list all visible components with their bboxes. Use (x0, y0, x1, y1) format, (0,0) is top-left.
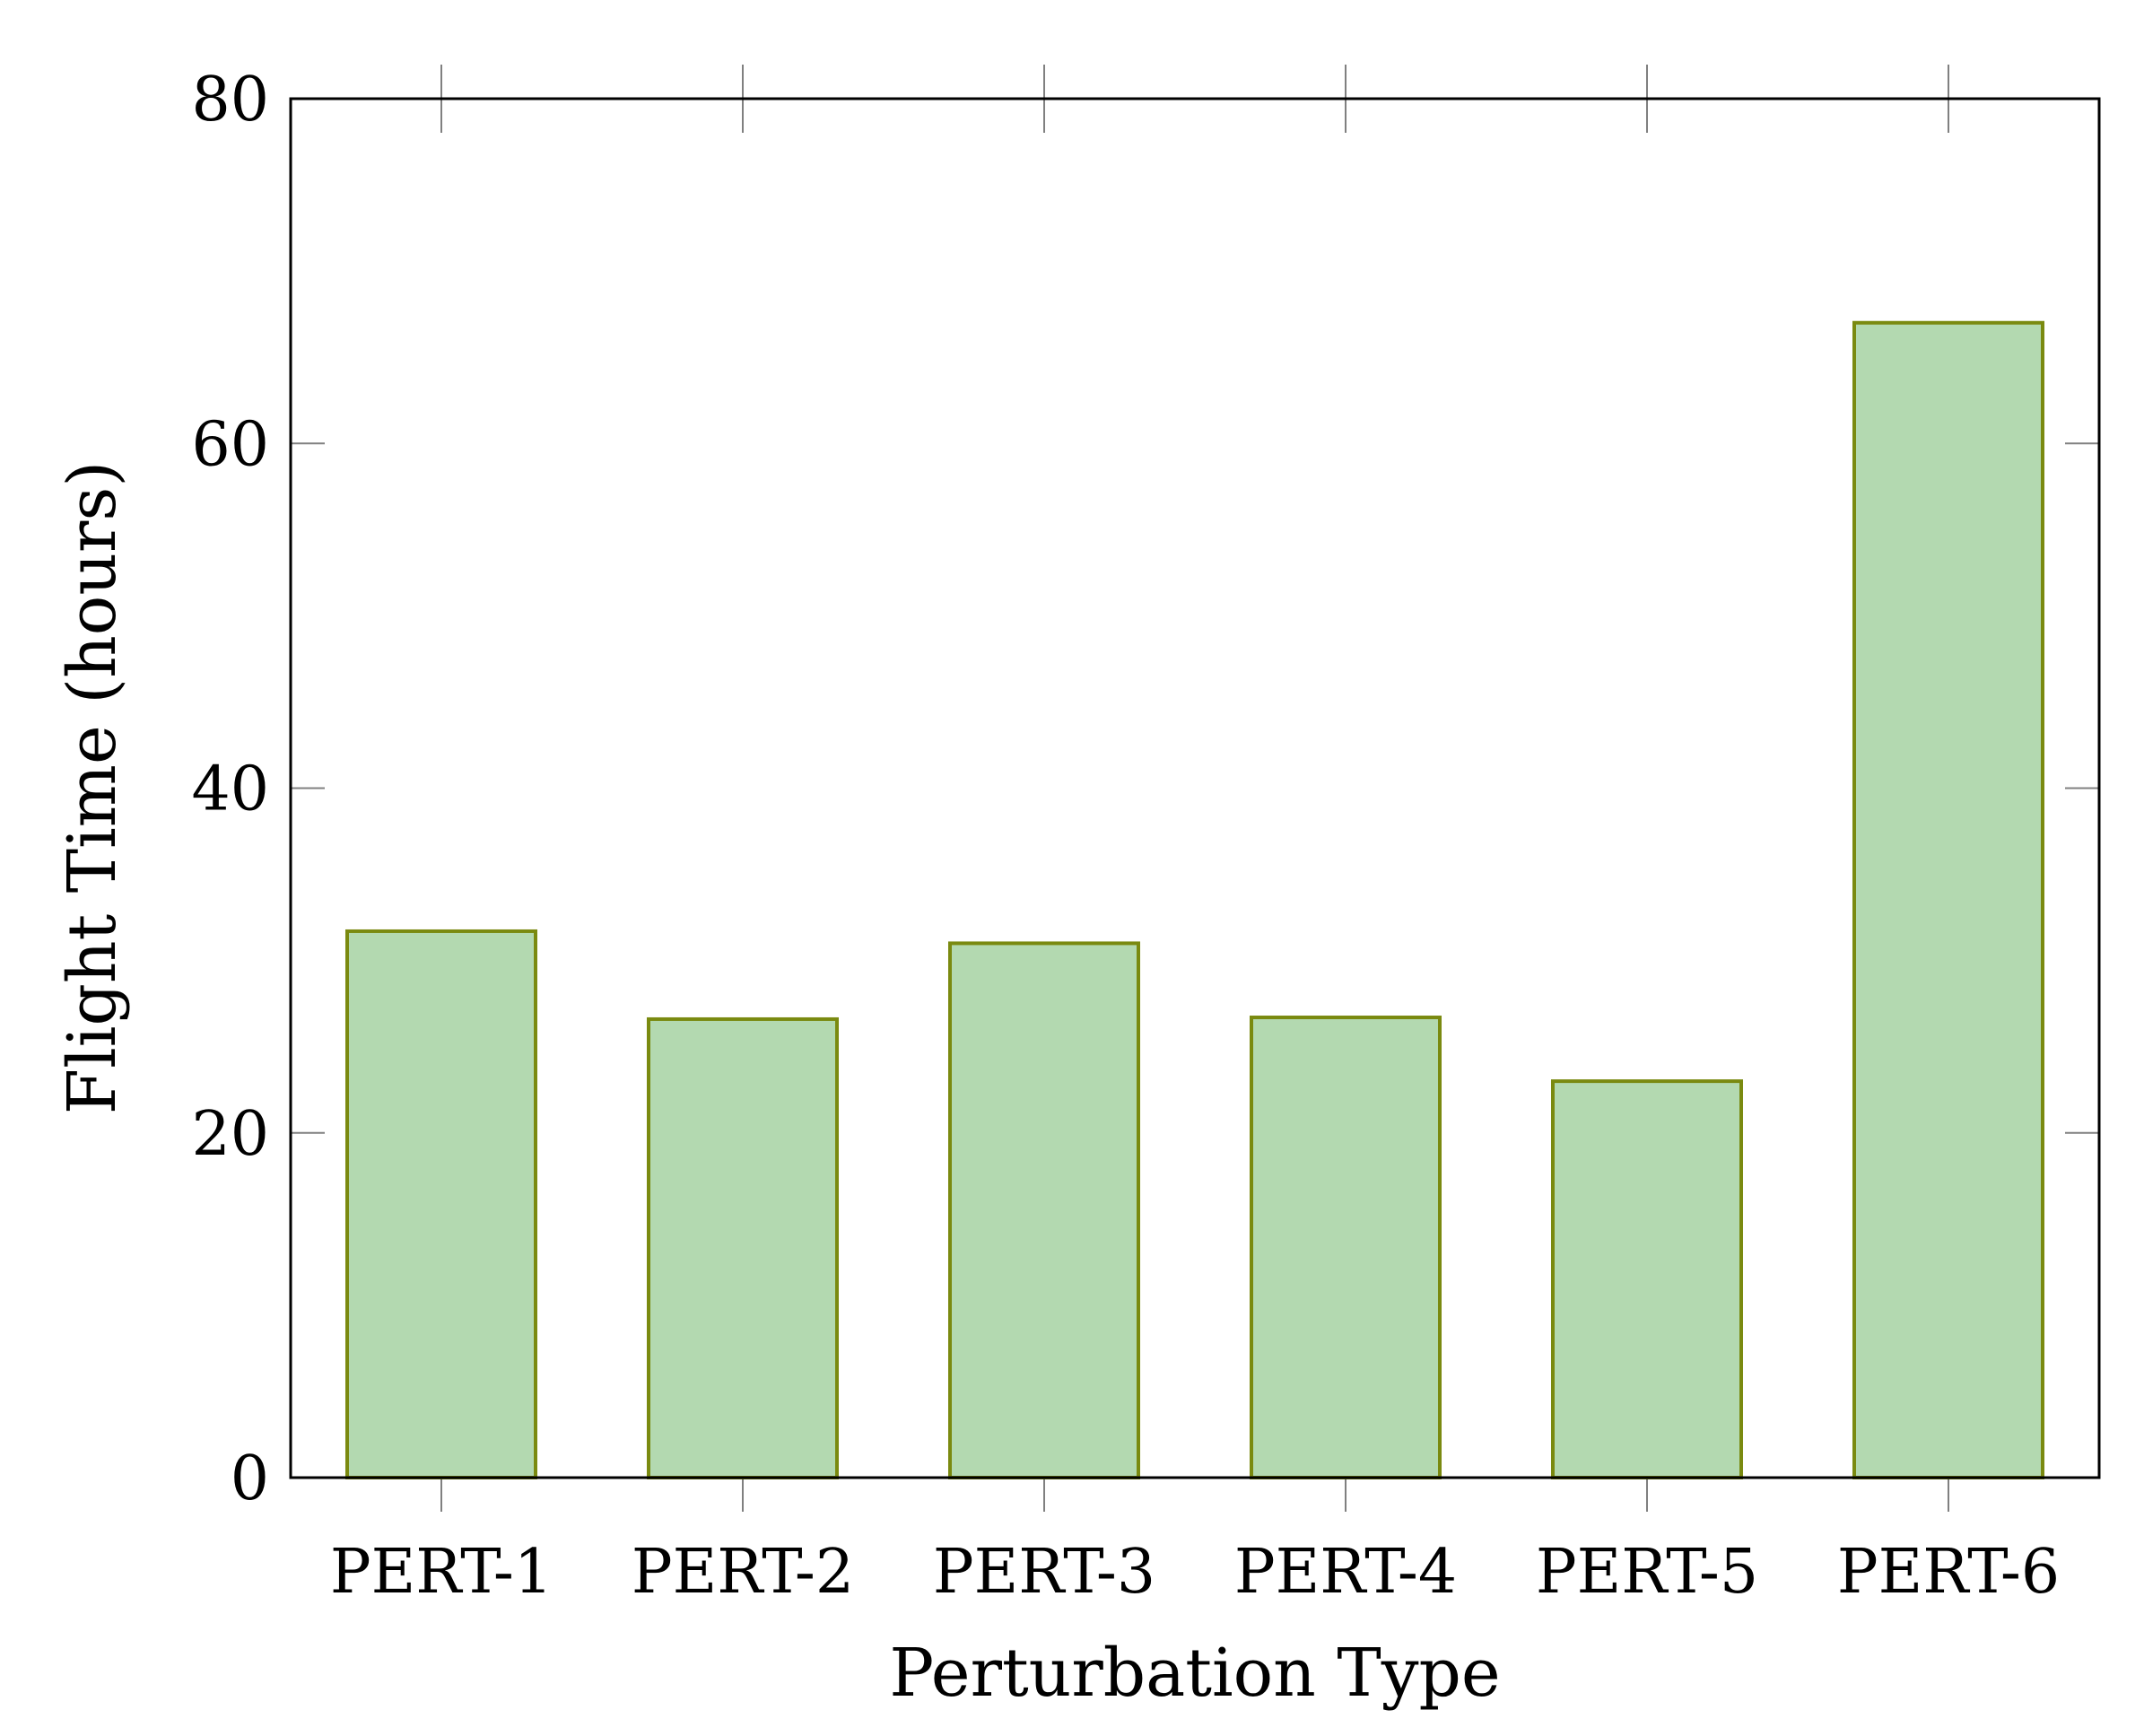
x-tick-label: PERT-2 (632, 1537, 854, 1608)
x-tick-label: PERT-6 (1837, 1537, 2060, 1608)
bars (345, 320, 2044, 1480)
x-tick-label: PERT-5 (1536, 1537, 1758, 1608)
plot-frame (289, 97, 2101, 1479)
x-axis-title: Perturbation Type (889, 1635, 1500, 1712)
y-tick-labels: 0 20 40 60 80 (191, 65, 269, 1514)
bar-pert-3 (948, 941, 1140, 1479)
y-tick-label: 60 (191, 409, 269, 480)
bar-pert-6 (1852, 320, 2044, 1480)
bar-pert-5 (1551, 1079, 1743, 1480)
x-tick-label: PERT-3 (933, 1537, 1155, 1608)
x-tick-label: PERT-1 (330, 1537, 553, 1608)
bar-pert-1 (345, 929, 537, 1479)
y-tick-label: 40 (191, 755, 269, 825)
x-tick-label: PERT-4 (1234, 1537, 1457, 1608)
tick-marks (291, 65, 2099, 1512)
y-tick-label: 80 (191, 65, 269, 135)
y-tick-label: 0 (231, 1444, 269, 1514)
y-axis-title: Flight Time (hours) (54, 461, 131, 1114)
bar-pert-2 (647, 1016, 839, 1479)
bar-pert-4 (1250, 1016, 1442, 1479)
x-tick-labels: PERT-1 PERT-2 PERT-3 PERT-4 PERT-5 PERT-6 (330, 1537, 2060, 1608)
y-tick-label: 20 (191, 1099, 269, 1170)
